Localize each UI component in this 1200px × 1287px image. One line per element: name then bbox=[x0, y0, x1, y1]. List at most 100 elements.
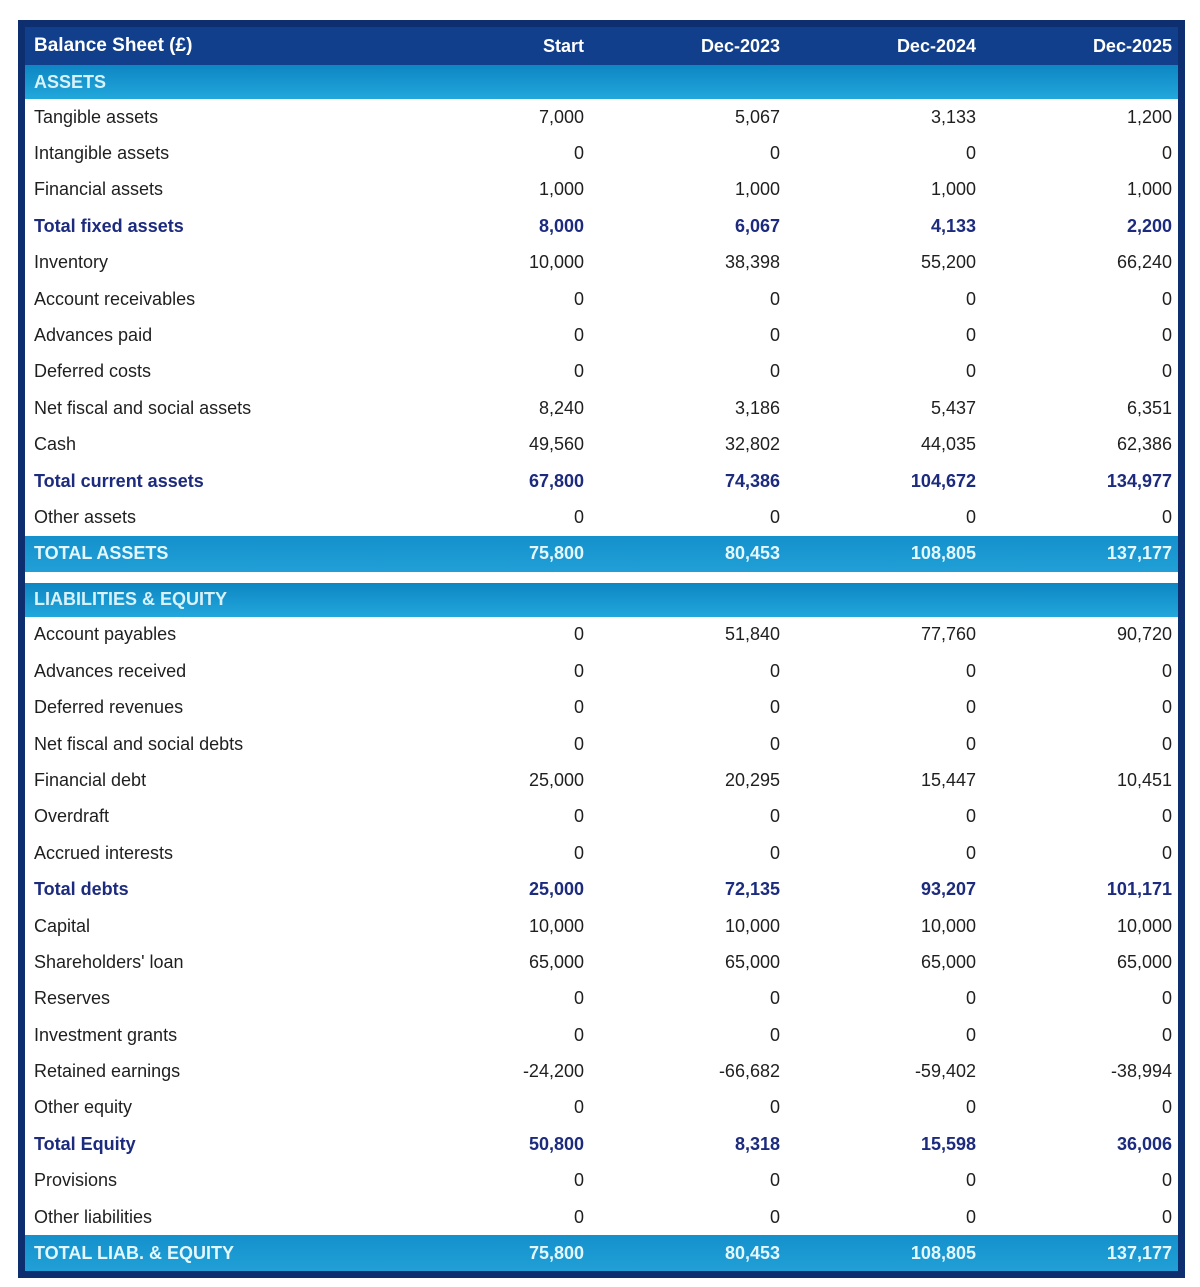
table-row: Tangible assets 7,000 5,067 3,133 1,200 bbox=[25, 99, 1178, 136]
column-header-dec-2023: Dec-2023 bbox=[700, 35, 780, 56]
cell-value: -66,682 bbox=[718, 1061, 780, 1082]
cell-value: 0 bbox=[965, 733, 976, 754]
cell-value: 8,000 bbox=[538, 215, 584, 236]
cell-value: 0 bbox=[1161, 361, 1172, 382]
cell-value: 10,000 bbox=[528, 252, 584, 273]
cell-value: 0 bbox=[769, 288, 780, 309]
row-label: Financial assets bbox=[34, 179, 164, 200]
table-body: ASSETS Tangible assets 7,000 5,067 3,133 1,20… bbox=[25, 65, 1178, 1272]
cell-value: -59,402 bbox=[914, 1061, 976, 1082]
row-label: Other liabilities bbox=[34, 1206, 153, 1227]
cell-value: 32,802 bbox=[724, 434, 780, 455]
row-label: Accrued interests bbox=[34, 842, 174, 863]
table-row: Deferred costs 0 0 0 0 bbox=[25, 353, 1178, 391]
cell-value: 15,447 bbox=[920, 769, 976, 790]
row-label: Retained earnings bbox=[34, 1061, 181, 1082]
row-label: Account payables bbox=[34, 624, 177, 645]
cell-value: 0 bbox=[573, 624, 584, 645]
cell-value: 0 bbox=[965, 988, 976, 1009]
cell-value: 0 bbox=[573, 506, 584, 527]
table-row: Accrued interests 0 0 0 0 bbox=[25, 835, 1178, 872]
cell-value: 0 bbox=[965, 506, 976, 527]
cell-value: 0 bbox=[573, 660, 584, 681]
balance-sheet-table: Balance Sheet (£) Start Dec-2023 Dec-202… bbox=[18, 20, 1185, 1279]
total-row: TOTAL LIAB. & EQUITY 75,800 80,453 108,805 1… bbox=[25, 1235, 1178, 1272]
table-row: Other equity 0 0 0 0 bbox=[25, 1089, 1178, 1127]
cell-value: 0 bbox=[1161, 325, 1172, 346]
cell-value: 0 bbox=[769, 842, 780, 863]
cell-value: 55,200 bbox=[920, 252, 976, 273]
cell-value: 0 bbox=[965, 143, 976, 164]
total-value: 137,177 bbox=[1106, 1242, 1172, 1263]
cell-value: 0 bbox=[965, 1170, 976, 1191]
cell-value: 0 bbox=[769, 361, 780, 382]
cell-value: 0 bbox=[573, 733, 584, 754]
row-label: Total Equity bbox=[34, 1133, 136, 1154]
total-value: 137,177 bbox=[1106, 543, 1172, 564]
section-band: ASSETS bbox=[25, 65, 1178, 99]
table-row: Shareholders' loan 65,000 65,000 65,000 65,0… bbox=[25, 944, 1178, 981]
section-gap bbox=[25, 571, 1178, 583]
cell-value: 0 bbox=[769, 806, 780, 827]
table-row: Other liabilities 0 0 0 0 bbox=[25, 1198, 1178, 1236]
cell-value: 36,006 bbox=[1116, 1133, 1172, 1154]
cell-value: 65,000 bbox=[724, 951, 780, 972]
cell-value: 0 bbox=[573, 988, 584, 1009]
cell-value: 0 bbox=[965, 1206, 976, 1227]
column-header-start: Start bbox=[542, 35, 584, 56]
cell-value: 0 bbox=[769, 1170, 780, 1191]
cell-value: 0 bbox=[769, 143, 780, 164]
table-row: Account receivables 0 0 0 0 bbox=[25, 280, 1178, 318]
table-row: Account payables 0 51,840 77,760 90,720 bbox=[25, 616, 1178, 654]
table-row: Inventory 10,000 38,398 55,200 66,240 bbox=[25, 244, 1178, 281]
cell-value: 0 bbox=[769, 325, 780, 346]
row-label: Inventory bbox=[34, 252, 109, 273]
cell-value: 74,386 bbox=[724, 470, 780, 491]
cell-value: 0 bbox=[1161, 1170, 1172, 1191]
cell-value: 0 bbox=[769, 1206, 780, 1227]
row-label: Capital bbox=[34, 915, 91, 936]
cell-value: 0 bbox=[573, 361, 584, 382]
total-value: 108,805 bbox=[910, 543, 976, 564]
cell-value: 93,207 bbox=[920, 879, 976, 900]
column-header-dec-2025: Dec-2025 bbox=[1092, 35, 1172, 56]
row-label: Provisions bbox=[34, 1170, 118, 1191]
cell-value: 8,318 bbox=[734, 1133, 780, 1154]
total-label: TOTAL ASSETS bbox=[34, 543, 169, 564]
cell-value: 0 bbox=[1161, 1206, 1172, 1227]
cell-value: 0 bbox=[573, 288, 584, 309]
cell-value: 67,800 bbox=[528, 470, 584, 491]
cell-value: 0 bbox=[965, 842, 976, 863]
table-row: Cash 49,560 32,802 44,035 62,386 bbox=[25, 426, 1178, 463]
cell-value: 6,351 bbox=[1126, 397, 1172, 418]
column-header-dec-2024: Dec-2024 bbox=[896, 35, 976, 56]
row-label: Shareholders' loan bbox=[34, 951, 184, 972]
row-label: Deferred costs bbox=[34, 361, 152, 382]
table-row: Overdraft 0 0 0 0 bbox=[25, 798, 1178, 836]
cell-value: 0 bbox=[965, 288, 976, 309]
cell-value: 0 bbox=[1161, 733, 1172, 754]
table-row: Capital 10,000 10,000 10,000 10,000 bbox=[25, 907, 1178, 945]
table-row: Total Equity 50,800 8,318 15,598 36,006 bbox=[25, 1126, 1178, 1163]
cell-value: 10,451 bbox=[1116, 769, 1172, 790]
cell-value: 90,720 bbox=[1116, 624, 1172, 645]
cell-value: 66,240 bbox=[1116, 252, 1172, 273]
table-row: Net fiscal and social debts 0 0 0 0 bbox=[25, 725, 1178, 763]
cell-value: 0 bbox=[769, 506, 780, 527]
cell-value: 0 bbox=[573, 325, 584, 346]
cell-value: 0 bbox=[769, 1024, 780, 1045]
cell-value: 0 bbox=[573, 842, 584, 863]
cell-value: 65,000 bbox=[1116, 951, 1172, 972]
row-label: Cash bbox=[34, 434, 77, 455]
row-label: Total debts bbox=[34, 879, 129, 900]
cell-value: 0 bbox=[573, 697, 584, 718]
row-label: Other assets bbox=[34, 506, 137, 527]
total-value: 75,800 bbox=[528, 543, 584, 564]
row-label: Financial debt bbox=[34, 769, 147, 790]
cell-value: 101,171 bbox=[1106, 879, 1172, 900]
cell-value: 15,598 bbox=[920, 1133, 976, 1154]
cell-value: 1,000 bbox=[1126, 179, 1172, 200]
table-row: Net fiscal and social assets 8,240 3,186 5,… bbox=[25, 390, 1178, 427]
cell-value: 65,000 bbox=[528, 951, 584, 972]
total-value: 80,453 bbox=[724, 1242, 780, 1263]
